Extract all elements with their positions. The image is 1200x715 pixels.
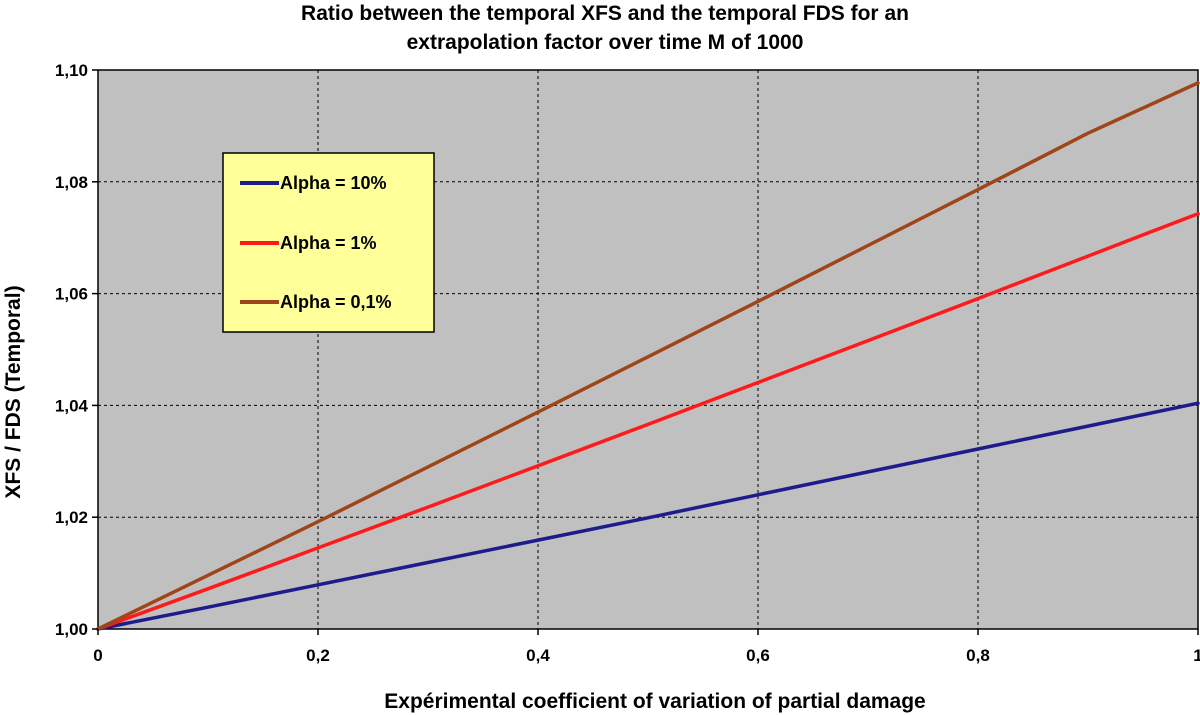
chart-title-line-2: extrapolation factor over time M of 1000: [407, 31, 804, 54]
y-axis: 1,00 1,02 1,04 1,06 1,08 1,10: [55, 61, 98, 639]
legend-label-2: Alpha = 1%: [280, 233, 377, 253]
x-tick-label: 0,6: [746, 646, 770, 665]
series-line-2: [96, 211, 1200, 631]
y-tick-label: 1,04: [55, 396, 89, 415]
y-tick-label: 1,06: [55, 285, 88, 304]
x-tick-label: 0,2: [306, 646, 330, 665]
x-axis-label: Expérimental coefficient of variation of…: [384, 690, 925, 713]
y-axis-label: XFS / FDS (Temporal): [2, 285, 25, 498]
legend-label-1: Alpha = 10%: [280, 173, 387, 193]
x-tick-label: 0,8: [966, 646, 990, 665]
legend: Alpha = 10% Alpha = 1% Alpha = 0,1%: [222, 152, 435, 333]
series-layer: [96, 81, 1200, 631]
legend-label-3: Alpha = 0,1%: [280, 292, 392, 312]
x-tick-label: 1: [1193, 646, 1200, 665]
y-tick-label: 1,02: [55, 508, 88, 527]
x-tick-label: 0,4: [526, 646, 550, 665]
y-tick-label: 1,08: [55, 173, 88, 192]
x-axis: 0 0,2 0,4 0,6 0,8 1: [93, 629, 1200, 665]
plot-border: [97, 69, 1199, 630]
y-tick-label: 1,00: [55, 620, 88, 639]
chart-title-line-1: Ratio between the temporal XFS and the t…: [301, 2, 909, 25]
x-tick-label: 0: [93, 646, 102, 665]
series-line-1: [96, 401, 1200, 631]
series-line-3: [96, 81, 1200, 631]
y-tick-label: 1,10: [55, 61, 88, 80]
